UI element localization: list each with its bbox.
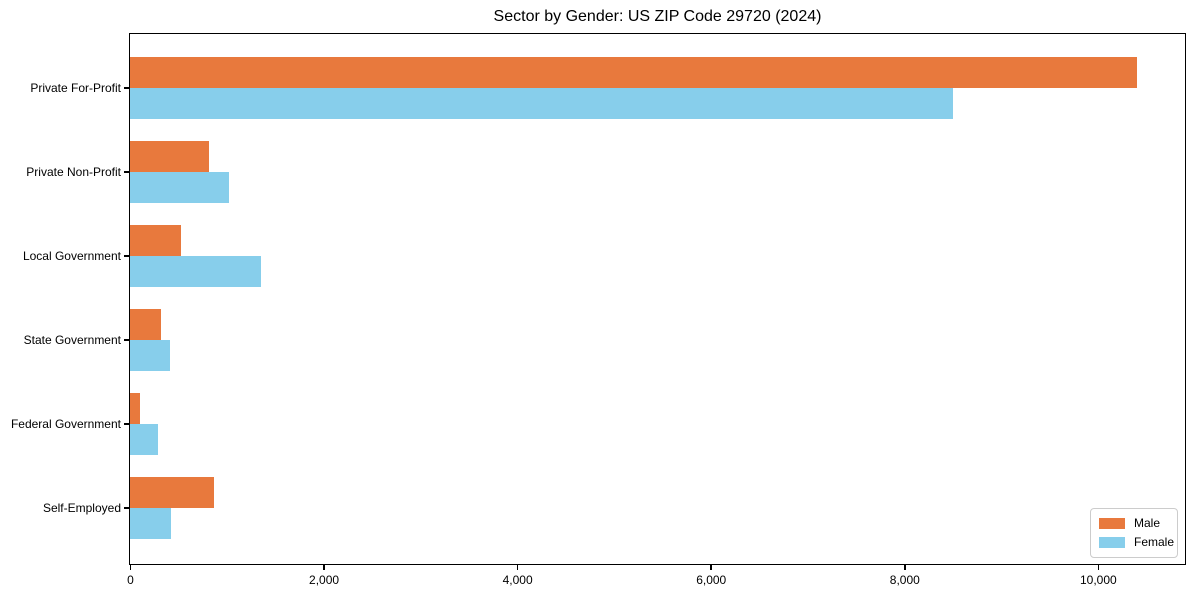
- category-label-self-employed: Self-Employed: [42, 501, 121, 515]
- y-tick-self-employed: [124, 507, 129, 509]
- x-tick-6000: [710, 565, 712, 570]
- bar-male-state-government: [130, 308, 161, 340]
- bar-male-private-non-profit: [130, 140, 210, 172]
- y-tick-federal-government: [124, 423, 129, 425]
- chart-title: Sector by Gender: US ZIP Code 29720 (202…: [493, 8, 822, 25]
- bar-male-self-employed: [130, 476, 215, 508]
- y-tick-private-for-profit: [124, 87, 129, 89]
- male-color-swatch: [1099, 518, 1125, 529]
- x-tick-10000: [1097, 565, 1100, 570]
- category-label-private-non-profit: Private Non-Profit: [26, 165, 121, 179]
- legend-label-male: Male: [1134, 516, 1161, 530]
- x-tick-label-6000: 6,000: [696, 572, 727, 587]
- category-label-private-for-profit: Private For-Profit: [30, 81, 121, 95]
- bar-male-private-for-profit: [130, 56, 1137, 88]
- bar-female-private-non-profit: [130, 171, 229, 203]
- x-tick-label-0: 0: [127, 572, 134, 587]
- bar-male-federal-government: [130, 392, 140, 424]
- y-tick-private-non-profit: [124, 171, 129, 173]
- bar-female-self-employed: [130, 507, 171, 539]
- bar-female-private-for-profit: [130, 87, 953, 119]
- bar-female-state-government: [130, 339, 170, 371]
- x-tick-4000: [516, 565, 519, 570]
- legend-item-male: Male: [1099, 517, 1169, 530]
- x-tick-label-2000: 2,000: [309, 572, 340, 587]
- x-tick-label-8000: 8,000: [889, 572, 920, 587]
- bar-male-local-government: [130, 224, 182, 256]
- legend-item-female: Female: [1099, 536, 1174, 549]
- x-tick-label-4000: 4,000: [502, 572, 533, 587]
- category-label-local-government: Local Government: [22, 249, 121, 263]
- x-tick-0: [129, 565, 132, 570]
- female-color-swatch: [1099, 537, 1125, 548]
- plot-area: [129, 33, 1186, 565]
- x-tick-8000: [904, 565, 906, 570]
- category-label-state-government: State Government: [23, 333, 121, 347]
- legend-label-female: Female: [1134, 535, 1175, 549]
- x-tick-2000: [323, 565, 325, 570]
- y-tick-state-government: [124, 339, 129, 341]
- bar-female-federal-government: [130, 423, 159, 455]
- y-tick-local-government: [124, 255, 129, 257]
- category-label-federal-government: Federal Government: [10, 417, 121, 431]
- legend: Male Female: [1090, 508, 1178, 558]
- x-tick-label-10000: 10,000: [1080, 572, 1117, 587]
- bar-female-local-government: [130, 255, 261, 287]
